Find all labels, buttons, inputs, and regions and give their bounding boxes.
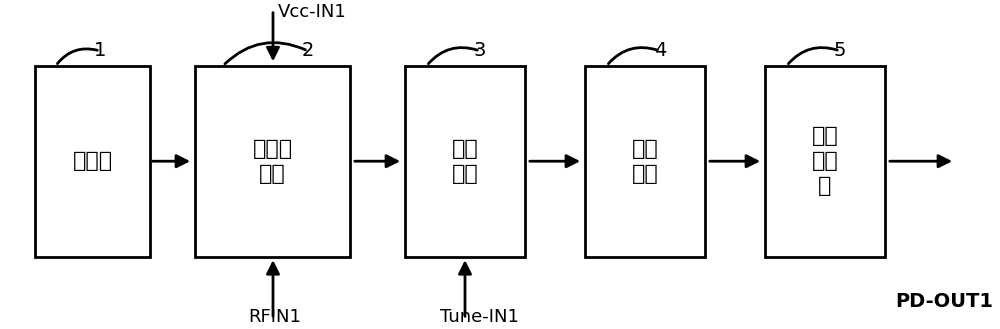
Text: PD-OUT1: PD-OUT1	[895, 291, 993, 311]
Bar	[765, 66, 885, 257]
Text: RFIN1: RFIN1	[248, 308, 301, 326]
Text: 3: 3	[474, 41, 486, 61]
Bar	[405, 66, 525, 257]
Text: Vcc-IN1: Vcc-IN1	[278, 3, 347, 21]
Bar	[35, 66, 150, 257]
Text: 4: 4	[654, 41, 666, 61]
Text: 2: 2	[302, 41, 314, 61]
Bar	[585, 66, 705, 257]
Text: 光放
大器: 光放 大器	[452, 139, 478, 184]
Text: 1: 1	[94, 41, 106, 61]
Text: 激光器: 激光器	[72, 151, 113, 171]
Bar	[195, 66, 350, 257]
Text: 电光调
制器: 电光调 制器	[252, 139, 293, 184]
Text: 光电
探测
器: 光电 探测 器	[812, 126, 838, 196]
Text: Tune-IN1: Tune-IN1	[440, 308, 519, 326]
Text: 光学
微腔: 光学 微腔	[632, 139, 658, 184]
Text: 5: 5	[834, 41, 846, 61]
